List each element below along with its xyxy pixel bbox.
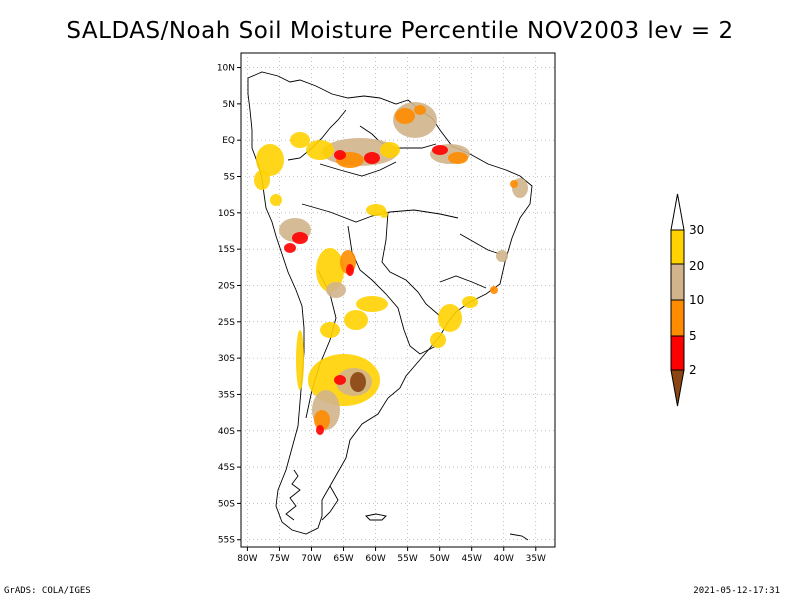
legend-above-30 xyxy=(670,193,685,231)
y-tick-label: EQ xyxy=(222,136,235,146)
y-tick-label: 40S xyxy=(218,427,235,437)
legend-5-10 xyxy=(670,299,685,337)
y-tick-label: 10S xyxy=(218,209,235,219)
soil-moisture-patch xyxy=(316,248,344,292)
soil-moisture-patch xyxy=(334,150,346,160)
soil-moisture-patch xyxy=(448,152,468,164)
legend-label: 10 xyxy=(689,293,704,307)
y-tick-label: 15S xyxy=(218,245,235,255)
x-tick-label: 50W xyxy=(429,554,449,564)
y-tick-label: 35S xyxy=(218,390,235,400)
legend-label: 20 xyxy=(689,259,704,273)
soil-moisture-patch xyxy=(284,243,296,253)
soil-moisture-patch xyxy=(326,282,346,298)
soil-moisture-patch xyxy=(314,410,330,430)
soil-moisture-patch xyxy=(490,286,498,294)
soil-moisture-patch xyxy=(306,140,334,160)
footer-timestamp: 2021-05-12-17:31 xyxy=(693,586,780,596)
soil-moisture-patch xyxy=(292,232,308,244)
soil-moisture-patch xyxy=(462,296,478,308)
soil-moisture-patch xyxy=(290,132,310,148)
y-tick-label: 45S xyxy=(218,463,235,473)
soil-moisture-patch xyxy=(438,304,462,332)
soil-moisture-patch xyxy=(430,332,446,348)
x-tick-label: 75W xyxy=(269,554,289,564)
x-tick-label: 80W xyxy=(237,554,257,564)
x-tick-label: 45W xyxy=(462,554,482,564)
soil-moisture-patch xyxy=(356,296,388,312)
y-tick-label: 5S xyxy=(224,173,236,183)
soil-moisture-patch xyxy=(395,108,415,124)
y-tick-label: 50S xyxy=(218,499,235,509)
y-tick-label: 30S xyxy=(218,354,235,364)
grid-lines xyxy=(241,53,555,547)
soil-moisture-patch xyxy=(320,322,340,338)
soil-moisture-patch xyxy=(270,194,282,206)
y-tick-label: 5N xyxy=(223,100,235,110)
y-axis-ticks: 10N 5N EQ 5S 10S 15S 20S 25S 30S 35S 40S 45S 50S 55S xyxy=(217,64,241,546)
soil-moisture-patch xyxy=(346,264,354,276)
color-bar-legend: 30 20 10 5 2 xyxy=(670,193,704,407)
soil-moisture-field xyxy=(254,102,528,435)
y-tick-label: 25S xyxy=(218,318,235,328)
soil-moisture-patch xyxy=(256,144,284,176)
islands xyxy=(285,469,529,541)
legend-2-5 xyxy=(670,335,685,371)
x-axis-ticks: 80W 75W 70W 65W 60W 55W 50W 45W 40W 35W xyxy=(237,547,546,564)
x-tick-label: 60W xyxy=(365,554,385,564)
soil-moisture-patch xyxy=(496,250,508,262)
map-title: SALDAS/Noah Soil Moisture Percentile NOV… xyxy=(66,18,734,44)
soil-moisture-patch xyxy=(296,330,304,390)
legend-10-20 xyxy=(670,263,685,301)
soil-moisture-patch xyxy=(380,210,388,218)
soil-moisture-patch xyxy=(380,142,400,158)
soil-moisture-patch xyxy=(334,375,346,385)
soil-moisture-patch xyxy=(350,372,366,392)
legend-below-2 xyxy=(670,369,685,407)
legend-label: 30 xyxy=(689,223,704,237)
footer-credit: GrADS: COLA/IGES xyxy=(4,586,91,596)
y-tick-label: 20S xyxy=(218,281,235,291)
soil-moisture-patch xyxy=(432,145,448,155)
soil-moisture-patch xyxy=(510,180,518,188)
x-tick-label: 35W xyxy=(526,554,546,564)
legend-label: 2 xyxy=(689,363,697,377)
x-tick-label: 40W xyxy=(494,554,514,564)
y-tick-label: 55S xyxy=(218,536,235,546)
soil-moisture-patch xyxy=(316,425,324,435)
legend-20-30 xyxy=(670,229,685,265)
y-tick-label: 10N xyxy=(217,64,235,74)
x-tick-label: 55W xyxy=(397,554,417,564)
soil-moisture-patch xyxy=(414,105,426,115)
legend-label: 5 xyxy=(689,329,697,343)
soil-moisture-patch xyxy=(254,170,270,190)
soil-moisture-patch xyxy=(344,310,368,330)
soil-moisture-patch xyxy=(364,152,380,164)
x-tick-label: 70W xyxy=(301,554,321,564)
x-tick-label: 65W xyxy=(333,554,353,564)
